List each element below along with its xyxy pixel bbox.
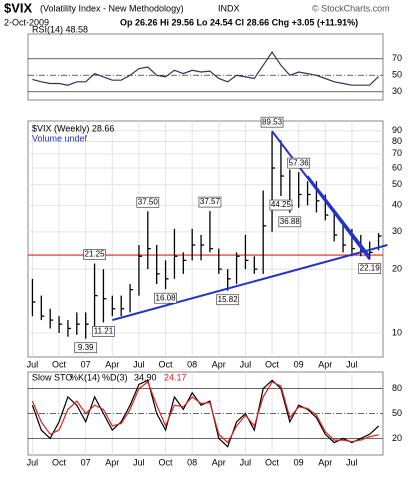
quote: Op 26.26 Hi 29.56 Lo 24.54 Cl 28.66 Chg …	[120, 17, 358, 27]
credit: © StockCharts.com	[312, 3, 390, 13]
annotation: 15.82	[218, 295, 239, 304]
x-tick-label: Jul	[133, 457, 145, 467]
y-tick-label: 80	[392, 383, 402, 393]
date: 2-Oct-2009	[4, 17, 49, 27]
annotation: 36.88	[280, 217, 301, 226]
x-tick-label: Jul	[240, 457, 252, 467]
annotation: 57.36	[289, 158, 310, 167]
readout: 34.90	[134, 372, 157, 382]
y-tick-label: 30	[392, 86, 402, 96]
y-tick-label: 80	[392, 136, 402, 146]
x-tick-label: Jul	[346, 359, 358, 369]
x-tick-label: Jul	[346, 457, 358, 467]
annotation: 11.21	[94, 327, 114, 336]
x-tick-label: Apr	[318, 359, 332, 369]
legend-entry: %D(3)	[102, 372, 128, 382]
annotation-box	[198, 196, 222, 208]
panel-subtitle: Volume undef	[32, 133, 88, 143]
panel-title: RSI(14) 48.58	[32, 24, 88, 34]
annotation-box	[269, 199, 293, 211]
trendline	[112, 244, 388, 322]
x-tick-label: Apr	[212, 457, 226, 467]
x-tick-label: 09	[294, 457, 304, 467]
x-tick-label: Apr	[318, 457, 332, 467]
x-tick-label: Jul	[27, 359, 39, 369]
annotation-box	[74, 342, 98, 354]
x-tick-label: Jul	[27, 457, 39, 467]
annotation-box	[278, 216, 302, 228]
annotation: 21.25	[85, 250, 106, 259]
x-tick-label: Oct	[159, 457, 174, 467]
x-tick-label: Oct	[159, 359, 174, 369]
x-tick-label: 09	[294, 359, 304, 369]
x-tick-label: Oct	[265, 359, 280, 369]
y-tick-label: 70	[392, 53, 402, 63]
y-tick-label: 20	[392, 433, 402, 443]
y-tick-label: 20	[392, 264, 402, 274]
panel	[27, 120, 384, 358]
x-tick-label: Oct	[52, 457, 67, 467]
annotation-box	[260, 116, 284, 128]
annotation: 89.53	[262, 117, 283, 126]
x-tick-label: 08	[187, 457, 197, 467]
x-tick-label: 07	[81, 359, 91, 369]
trendline	[271, 130, 371, 261]
y-tick-label: 60	[392, 162, 402, 172]
panel	[27, 33, 384, 101]
legend-entry: %K(14)	[70, 372, 100, 382]
annotation-box	[216, 294, 240, 306]
panel-title: $VIX (Weekly) 28.66	[32, 123, 114, 133]
annotation: 37.57	[200, 197, 221, 206]
annotation-box	[83, 249, 106, 260]
y-tick-label: 30	[392, 226, 402, 236]
y-tick-label: 90	[392, 125, 402, 135]
y-tick-label: 50	[392, 179, 402, 189]
y-tick-label: 70	[392, 148, 402, 158]
annotation-box	[136, 196, 160, 208]
x-tick-label: 08	[187, 359, 197, 369]
series-line	[31, 381, 379, 444]
annotation-box	[287, 157, 311, 169]
x-tick-label: Jul	[133, 359, 145, 369]
y-tick-label: 10	[392, 327, 402, 337]
annotation-box	[154, 292, 177, 304]
index-name: (Volatility Index - New Methodology)	[40, 3, 184, 13]
y-tick-label: 40	[392, 200, 402, 210]
y-tick-label: 50	[392, 70, 402, 80]
annotation: 22.19	[360, 264, 381, 273]
exchange: INDX	[218, 3, 240, 13]
symbol: $VIX	[4, 0, 33, 15]
x-tick-label: 07	[81, 457, 91, 467]
annotation: 9.39	[78, 343, 94, 352]
trendline	[306, 175, 371, 257]
panel-title: Slow STO	[32, 372, 72, 382]
annotation-box	[92, 326, 115, 337]
x-tick-label: Apr	[105, 359, 119, 369]
x-tick-label: Oct	[52, 359, 67, 369]
x-tick-label: Oct	[265, 457, 280, 467]
series-line	[32, 51, 380, 86]
x-tick-label: Apr	[212, 359, 226, 369]
readout: 24.17	[164, 372, 187, 382]
annotation: 44.25	[271, 200, 292, 209]
x-tick-label: Jul	[240, 359, 252, 369]
y-tick-label: 50	[392, 408, 402, 418]
x-tick-label: Apr	[105, 457, 119, 467]
annotation: 16.08	[156, 293, 177, 302]
annotation: 37.50	[138, 197, 159, 206]
annotation-box	[358, 263, 382, 274]
